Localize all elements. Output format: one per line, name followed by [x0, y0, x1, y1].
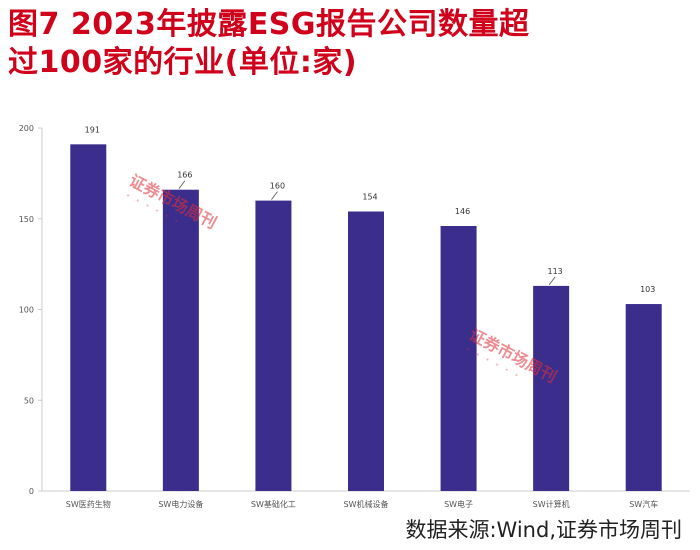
data-label: 191 [85, 125, 100, 134]
y-axis-tick-label: 50 [24, 396, 34, 405]
bar [255, 200, 292, 491]
data-label: 146 [455, 207, 470, 216]
x-axis-tick-label: SW计算机 [533, 499, 570, 509]
bar [533, 285, 570, 491]
x-axis-tick-label: SW电子 [444, 499, 473, 509]
x-axis-tick-label: SW基础化工 [251, 499, 296, 509]
bar-chart-svg: 0 50 100 150 200 191 SW医药生物 166 SW电力设备 160 SW基础化工 1… [19, 124, 690, 509]
y-axis-tick-label: 150 [19, 215, 34, 224]
bar-chart: 0 50 100 150 200 191 SW医药生物 166 SW电力设备 160 SW基础化工 1… [0, 112, 700, 520]
data-label: 113 [548, 267, 563, 276]
x-axis-tick-label: SW医药生物 [66, 499, 111, 509]
data-label: 166 [177, 171, 192, 180]
source-note: 数据来源:Wind,证券市场周刊 [405, 518, 682, 542]
bar [162, 189, 199, 491]
chart-title-line-2: 过100家的行业(单位:家) [8, 45, 358, 80]
data-label: 154 [362, 192, 377, 201]
data-label-leader-line [271, 191, 278, 200]
chart-title: 图7 2023年披露ESG报告公司数量超 过100家的行业(单位:家) [8, 6, 698, 82]
bar [625, 304, 662, 491]
data-label: 103 [640, 285, 655, 294]
bar [440, 226, 477, 491]
x-axis-tick-label: SW汽车 [629, 499, 658, 509]
bar [348, 211, 384, 491]
y-axis-tick-label: 200 [19, 124, 34, 133]
data-label-leader-line [548, 276, 556, 286]
y-axis-tick-label: 0 [29, 487, 34, 496]
data-label: 160 [270, 182, 285, 191]
x-axis-tick-label: SW电力设备 [158, 499, 203, 509]
chart-title-line-1: 图7 2023年披露ESG报告公司数量超 [8, 7, 530, 42]
y-axis-tick-label: 100 [19, 306, 34, 315]
data-label-leader-line [178, 180, 186, 189]
x-axis-tick-label: SW机械设备 [344, 499, 389, 509]
bar [70, 144, 107, 491]
